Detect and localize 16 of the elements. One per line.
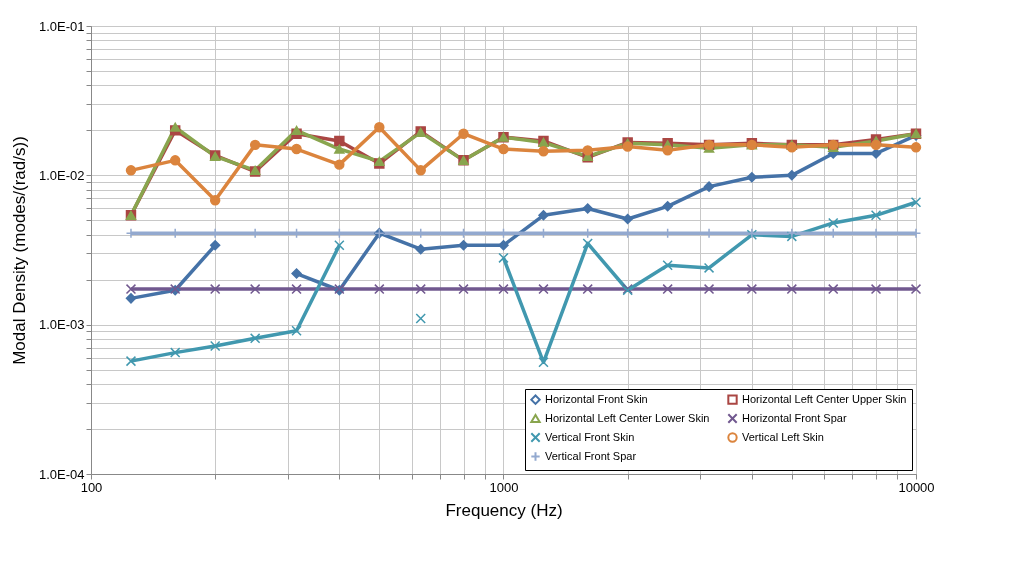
y-tick-label: 1.0E-02 [38,167,85,183]
y-tick-label: 1.0E-03 [38,317,85,333]
legend-label: Vertical Left Skin [742,430,824,443]
x-axis-title: Frequency (Hz) [445,500,563,520]
legend-label: Horizontal Left Center Upper Skin [742,392,907,405]
legend-label: Vertical Front Skin [545,430,635,443]
x-tick-label: 100 [80,479,103,495]
legend-label: Horizontal Left Center Lower Skin [545,411,710,424]
y-tick-label: 1.0E-01 [38,18,85,34]
y-tick-label: 1.0E-04 [38,466,85,482]
legend-label: Vertical Front Spar [545,449,637,462]
x-tick-label: 1000 [489,479,519,495]
x-tick-label: 10000 [898,479,935,495]
legend-label: Horizontal Front Spar [742,411,847,424]
legend-label: Horizontal Front Skin [545,392,648,405]
y-axis-title: Modal Density (modes/(rad/s)) [9,136,29,365]
